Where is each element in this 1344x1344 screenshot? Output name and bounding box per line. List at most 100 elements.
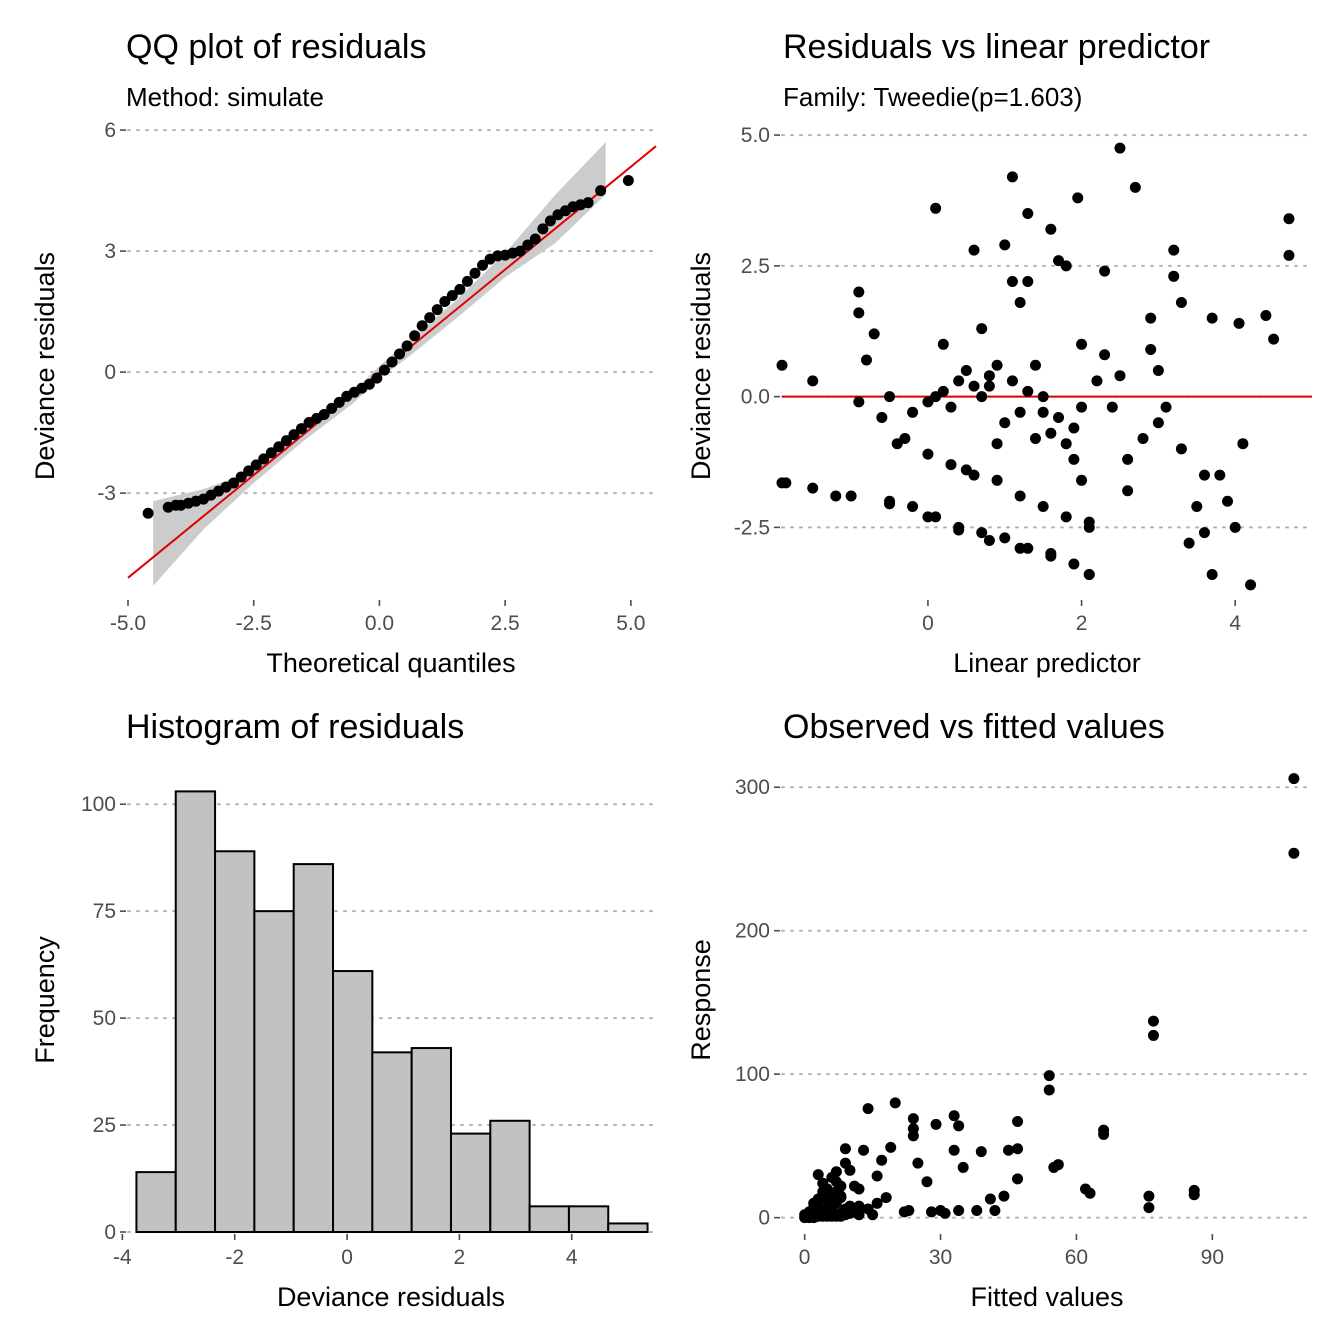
ovf-point — [898, 1206, 910, 1218]
rvl-point — [807, 375, 819, 387]
rvl-point — [945, 401, 957, 413]
qq-point — [288, 429, 300, 441]
ovf-point — [1288, 847, 1300, 859]
rvl-point — [1060, 438, 1072, 450]
rvl-x-axis-label: Linear predictor — [953, 648, 1141, 678]
hist-x-tick-label: 0 — [341, 1246, 353, 1269]
rvl-point — [1006, 276, 1018, 288]
ovf-y-tick-label: 0 — [758, 1207, 770, 1230]
rvl-title: Residuals vs linear predictor — [783, 28, 1210, 66]
ovf-x-tick-label: 0 — [799, 1246, 811, 1269]
qq-point — [363, 378, 375, 390]
qq-plot-area: -3 0 3 6 -5.0 -2.5 0.0 2.5 5.0 — [97, 119, 657, 635]
hist-bar — [528, 1205, 570, 1234]
rvl-point — [899, 432, 911, 444]
hist-y-tick-label: 0 — [104, 1221, 116, 1244]
rvl-point — [991, 359, 1003, 371]
hist-bar — [607, 1222, 649, 1234]
qq-point — [461, 275, 473, 287]
ovf-point — [835, 1207, 847, 1219]
rvl-point — [807, 482, 819, 494]
rvl-point — [1083, 568, 1095, 580]
rvl-point — [1037, 500, 1049, 512]
ovf-point — [1043, 1084, 1055, 1096]
hist-bar — [135, 1171, 177, 1233]
rvl-point — [1076, 401, 1088, 413]
rvl-point — [1152, 417, 1164, 429]
qq-y-tick-label: 3 — [104, 240, 116, 263]
qq-subtitle: Method: simulate — [126, 82, 324, 112]
rvl-point — [1029, 359, 1041, 371]
rvl-point — [1099, 349, 1111, 361]
rvl-point — [922, 511, 934, 523]
rvl-point — [1152, 364, 1164, 376]
ovf-point — [817, 1186, 829, 1198]
ovf-point — [844, 1200, 856, 1212]
ovf-point — [826, 1171, 838, 1183]
rvl-point — [1183, 537, 1195, 549]
rvl-point — [1175, 443, 1187, 455]
rvl-point — [1083, 521, 1095, 533]
qq-x-tick-label: 2.5 — [491, 612, 520, 635]
rvl-point — [983, 370, 995, 382]
qq-point — [477, 259, 489, 271]
rvl-point — [1053, 255, 1065, 267]
rvl-point — [1053, 412, 1065, 424]
qq-y-tick-label: 0 — [104, 361, 116, 384]
rvl-point — [1076, 338, 1088, 350]
hist-y-tick-label: 75 — [93, 900, 116, 923]
ovf-point — [1043, 1070, 1055, 1082]
ovf-point — [907, 1113, 919, 1125]
ovf-point — [1084, 1187, 1096, 1199]
hist-panel: Histogram of residuals 0 25 50 75 100 -4 -2 0 2 4… — [30, 708, 657, 1312]
rvl-point — [983, 380, 995, 392]
rvl-point — [1014, 406, 1026, 418]
ovf-point — [907, 1130, 919, 1142]
rvl-point — [930, 202, 942, 214]
ovf-point — [984, 1193, 996, 1205]
qq-point — [386, 356, 398, 368]
qq-point — [544, 215, 556, 227]
rvl-point — [999, 532, 1011, 544]
ovf-point — [871, 1170, 883, 1182]
ovf-point — [1143, 1190, 1155, 1202]
qq-point — [394, 348, 406, 360]
ovf-y-tick-label: 200 — [735, 920, 770, 943]
rvl-point — [1214, 469, 1226, 481]
ovf-point — [948, 1144, 960, 1156]
hist-bar — [489, 1119, 531, 1234]
qq-point — [326, 402, 338, 414]
ovf-point — [925, 1206, 937, 1218]
ovf-point — [835, 1190, 847, 1202]
ovf-y-axis-label: Response — [686, 939, 716, 1061]
ovf-point — [1188, 1189, 1200, 1201]
rvl-point — [853, 396, 865, 408]
rvl-point — [1045, 427, 1057, 439]
rvl-point — [968, 244, 980, 256]
rvl-point — [1037, 391, 1049, 403]
ovf-point — [1147, 1029, 1159, 1041]
rvl-point — [999, 239, 1011, 251]
hist-bar — [332, 970, 374, 1233]
ovf-point — [858, 1144, 870, 1156]
rvl-point — [1168, 244, 1180, 256]
rvl-point — [1206, 568, 1218, 580]
rvl-point — [845, 490, 857, 502]
rvl-point — [1072, 192, 1084, 204]
rvl-point — [1198, 469, 1210, 481]
ovf-point — [1012, 1116, 1024, 1128]
rvl-point — [1114, 370, 1126, 382]
ovf-point — [862, 1203, 874, 1215]
rvl-point — [999, 417, 1011, 429]
rvl-point — [953, 524, 965, 536]
rvl-point — [907, 406, 919, 418]
rvl-point — [1029, 432, 1041, 444]
ovf-title: Observed vs fitted values — [783, 708, 1165, 746]
qq-point — [318, 408, 330, 420]
rvl-point — [1245, 579, 1257, 591]
rvl-point — [1022, 208, 1034, 220]
rvl-point — [1137, 432, 1149, 444]
qq-y-tick-label: 6 — [104, 119, 116, 142]
hist-bar — [292, 863, 335, 1233]
rvl-point — [922, 448, 934, 460]
